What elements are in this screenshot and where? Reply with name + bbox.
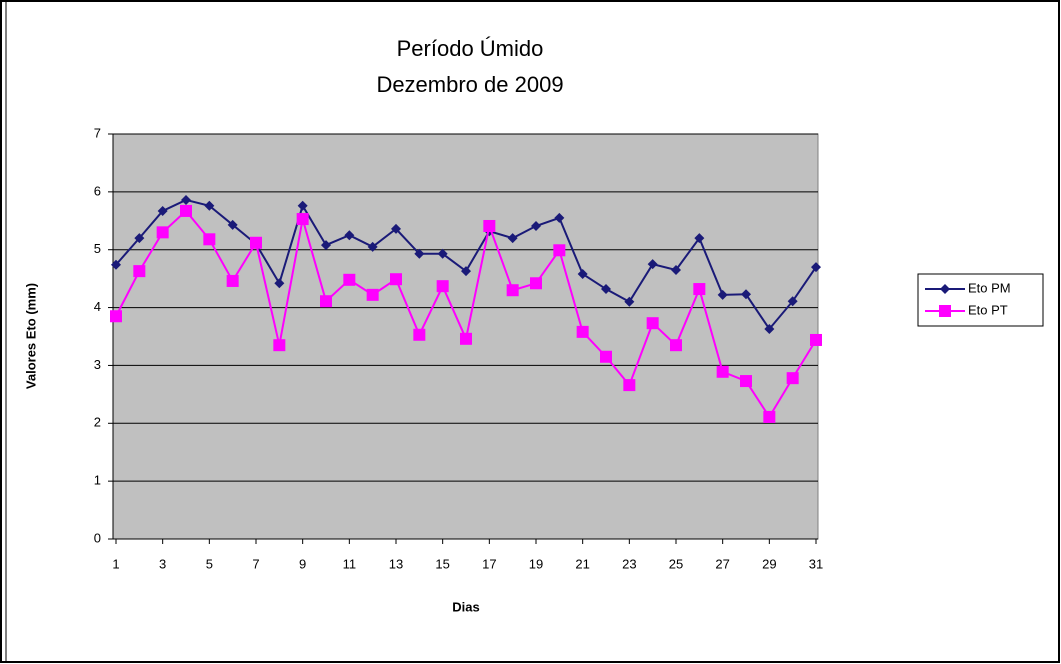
x-tick-label: 3 xyxy=(159,556,166,571)
marker xyxy=(413,328,426,341)
marker xyxy=(576,325,589,338)
legend-marker xyxy=(939,305,951,317)
marker xyxy=(601,284,611,295)
y-tick-label: 5 xyxy=(94,241,101,256)
marker xyxy=(694,233,705,244)
x-tick-label: 27 xyxy=(715,556,729,571)
legend-label: Eto PT xyxy=(968,302,1008,317)
marker xyxy=(647,259,658,270)
marker xyxy=(133,265,146,278)
marker xyxy=(110,310,122,323)
x-tick-label: 19 xyxy=(529,556,543,571)
chart-subtitle: Dezembro de 2009 xyxy=(376,72,563,97)
legend-box xyxy=(917,273,1044,327)
marker xyxy=(366,288,379,301)
marker xyxy=(717,289,728,300)
marker xyxy=(624,296,635,307)
marker xyxy=(343,273,356,286)
marker xyxy=(344,230,355,241)
marker xyxy=(600,350,612,363)
chart-title: Período Úmido xyxy=(397,36,544,61)
marker xyxy=(740,375,752,388)
marker xyxy=(577,269,588,280)
marker xyxy=(530,277,542,290)
marker xyxy=(646,317,659,330)
marker xyxy=(436,280,449,293)
marker xyxy=(181,194,191,205)
x-tick-label: 23 xyxy=(622,556,636,571)
marker xyxy=(296,213,309,226)
x-tick-label: 9 xyxy=(299,556,306,571)
marker xyxy=(273,339,286,352)
y-tick-label: 4 xyxy=(94,299,101,314)
marker xyxy=(623,379,636,392)
x-tick-label: 1 xyxy=(112,556,119,571)
marker xyxy=(391,223,401,234)
marker xyxy=(180,204,192,217)
x-axis-title: Dias xyxy=(452,599,479,614)
marker xyxy=(226,274,239,287)
x-tick-label: 29 xyxy=(762,556,776,571)
marker xyxy=(716,365,729,378)
y-tick-label: 2 xyxy=(94,415,101,430)
marker xyxy=(437,248,448,259)
marker xyxy=(157,205,168,216)
marker xyxy=(111,259,121,270)
marker xyxy=(250,236,262,249)
marker xyxy=(204,200,215,211)
marker xyxy=(203,233,216,246)
marker xyxy=(506,284,519,297)
y-axis-title: Valores Eto (mm) xyxy=(23,283,38,389)
marker xyxy=(320,295,332,308)
y-tick-label: 6 xyxy=(94,183,101,198)
x-tick-label: 5 xyxy=(206,556,213,571)
marker xyxy=(786,372,799,385)
marker xyxy=(297,200,308,211)
x-tick-label: 25 xyxy=(669,556,683,571)
marker xyxy=(553,244,566,257)
marker xyxy=(483,219,496,232)
marker xyxy=(156,226,169,239)
marker xyxy=(414,248,425,259)
legend-marker xyxy=(940,284,950,294)
y-tick-label: 7 xyxy=(94,125,101,140)
x-tick-label: 17 xyxy=(482,556,496,571)
x-tick-label: 7 xyxy=(252,556,259,571)
marker xyxy=(741,289,751,300)
marker xyxy=(810,333,822,346)
y-tick-label: 1 xyxy=(94,473,101,488)
marker xyxy=(670,339,682,352)
x-tick-label: 21 xyxy=(575,556,589,571)
x-tick-label: 11 xyxy=(343,556,357,571)
marker xyxy=(321,240,331,251)
x-tick-label: 15 xyxy=(435,556,449,571)
y-tick-label: 3 xyxy=(94,357,101,372)
x-tick-label: 31 xyxy=(809,556,823,571)
marker xyxy=(460,332,472,345)
marker xyxy=(367,241,378,252)
marker xyxy=(134,233,145,244)
marker xyxy=(461,266,471,277)
marker xyxy=(763,410,776,423)
x-tick-label: 13 xyxy=(389,556,403,571)
legend-label: Eto PM xyxy=(968,280,1011,295)
marker xyxy=(507,233,518,244)
marker xyxy=(554,212,565,223)
y-tick-label: 0 xyxy=(94,530,101,545)
marker xyxy=(671,264,681,275)
marker xyxy=(787,296,798,307)
marker xyxy=(390,273,402,286)
marker xyxy=(811,262,821,273)
marker xyxy=(764,323,775,334)
legend: Eto PM Eto PT xyxy=(917,273,1044,327)
marker xyxy=(274,278,285,289)
marker xyxy=(693,283,706,296)
marker xyxy=(531,220,541,231)
marker xyxy=(227,219,238,230)
